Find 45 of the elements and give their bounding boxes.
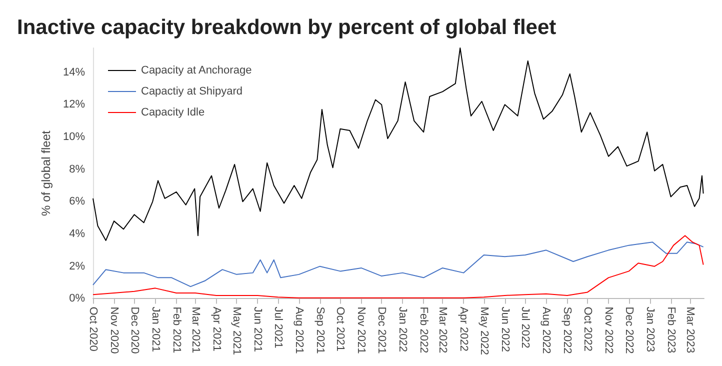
y-tick-label: 2%	[69, 260, 86, 272]
x-tick-label: Oct 2022	[581, 306, 594, 352]
x-tick-label: Jan 2022	[396, 306, 409, 352]
y-tick-label: 14%	[62, 66, 86, 78]
x-tick-label: May 2021	[230, 306, 243, 356]
x-tick-label: Feb 2021	[170, 306, 182, 354]
y-tick-label: 12%	[62, 98, 86, 111]
x-tick-label: Mar 2021	[189, 306, 202, 354]
x-tick-label: Feb 2023	[664, 306, 677, 354]
x-tick-label: Mar 2022	[436, 306, 449, 354]
x-tick-label: Apr 2021	[210, 306, 222, 352]
x-tick-label: Aug 2022	[540, 306, 552, 354]
y-tick-label: 6%	[69, 196, 86, 208]
chart-title: Inactive capacity breakdown by percent of global fleet	[17, 16, 556, 39]
x-tick-label: Dec 2021	[376, 306, 388, 354]
x-tick-label: Aug 2021	[292, 306, 305, 354]
x-tick-label: Jan 2023	[644, 306, 656, 352]
x-tick-label: Jun 2021	[252, 306, 264, 352]
x-tick-label: Jul 2021	[272, 306, 284, 348]
y-tick-label: 8%	[69, 163, 86, 176]
x-tick-label: May 2022	[478, 306, 490, 356]
y-axis-title: % of global fleet	[39, 130, 54, 216]
x-tick-label: Nov 2022	[602, 306, 614, 354]
x-tick-label: Sep 2021	[314, 306, 326, 354]
legend-label: Capacity at Anchorage	[141, 64, 252, 76]
x-tick-label: Jul 2022	[519, 306, 532, 348]
x-tick-label: Jun 2022	[498, 306, 511, 352]
x-tick-label: Jan 2021	[149, 306, 162, 352]
legend-label: Capacity Idle	[141, 106, 205, 118]
x-tick-label: Oct 2021	[334, 306, 346, 352]
x-tick-label: Dec 2020	[128, 306, 140, 354]
y-tick-label: 10%	[62, 130, 86, 143]
y-tick-label: 4%	[69, 228, 86, 240]
line-series	[92, 242, 704, 288]
x-tick-label: Nov 2021	[355, 306, 368, 354]
legend-label: Capactiy at Shipyard	[141, 86, 242, 98]
x-tick-label: Feb 2022	[418, 306, 430, 354]
x-tick-label: Oct 2020	[87, 306, 99, 352]
x-tick-label: Mar 2023	[684, 306, 696, 354]
x-tick-label: Dec 2022	[622, 306, 635, 354]
line-series	[92, 48, 704, 241]
x-tick-label: Nov 2020	[108, 306, 120, 354]
x-tick-label: Sep 2022	[561, 306, 574, 354]
y-tick-label: 0%	[69, 292, 86, 305]
x-tick-label: Apr 2022	[458, 306, 470, 352]
